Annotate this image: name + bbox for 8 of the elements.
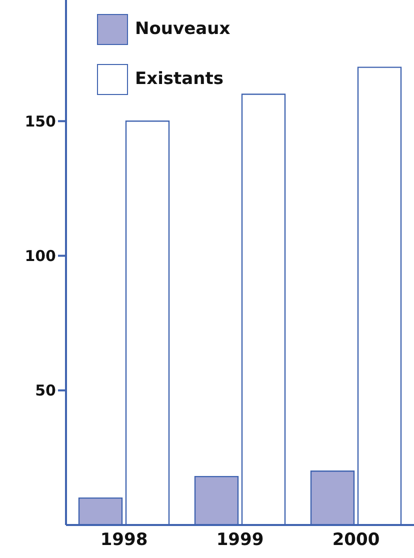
y-tick-label: 150 (24, 112, 56, 130)
x-tick-label: 1998 (100, 530, 148, 550)
x-tick-label: 1999 (216, 530, 264, 550)
y-tick-label: 100 (24, 247, 56, 266)
legend-label: Nouveaux (135, 19, 230, 39)
legend-label: Existants (135, 69, 224, 89)
x-tick-label: 2000 (332, 530, 380, 550)
y-tick-label: 50 (35, 382, 56, 400)
